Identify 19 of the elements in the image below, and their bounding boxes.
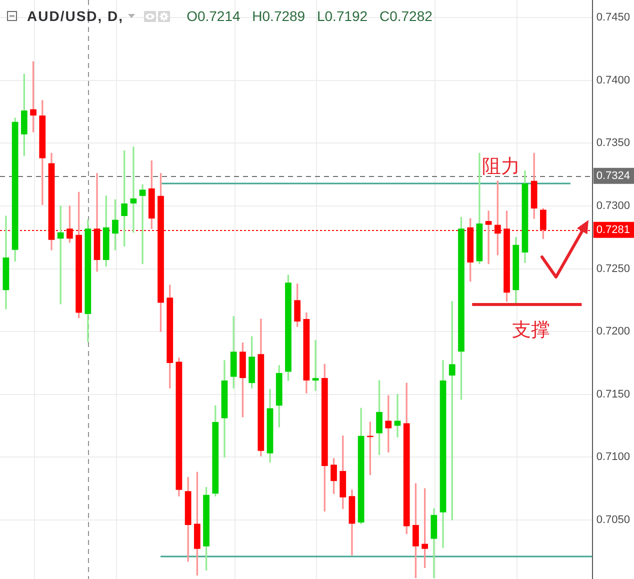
ref-line-label: 支撑 bbox=[512, 318, 550, 341]
y-tick-label: 0.7350 bbox=[596, 137, 630, 150]
text: O0.7214 H0.7289 L0.7192 C0.7282 bbox=[186, 8, 432, 24]
ref-line-label: 0.7324 bbox=[596, 170, 630, 182]
candlestick bbox=[312, 340, 319, 391]
y-tick-label: 0.7250 bbox=[596, 262, 630, 275]
y-tick-label: 0.7200 bbox=[596, 326, 630, 338]
candlestick bbox=[394, 394, 401, 438]
text: AUD/USD, D, bbox=[27, 8, 124, 24]
y-tick-label: 0.7050 bbox=[596, 514, 630, 526]
y-tick-label: 0.7150 bbox=[596, 388, 630, 400]
y-tick-label: 0.7450 bbox=[596, 12, 630, 24]
y-tick-label: 0.7300 bbox=[596, 200, 630, 212]
candlestick bbox=[130, 146, 137, 233]
ref-line-label: 阻力 bbox=[482, 155, 520, 178]
y-tick-label: 0.7100 bbox=[596, 451, 630, 464]
candlestick bbox=[139, 184, 146, 264]
y-tick-label: 0.7400 bbox=[596, 74, 630, 86]
ref-line-label: 0.7281 bbox=[596, 224, 630, 236]
